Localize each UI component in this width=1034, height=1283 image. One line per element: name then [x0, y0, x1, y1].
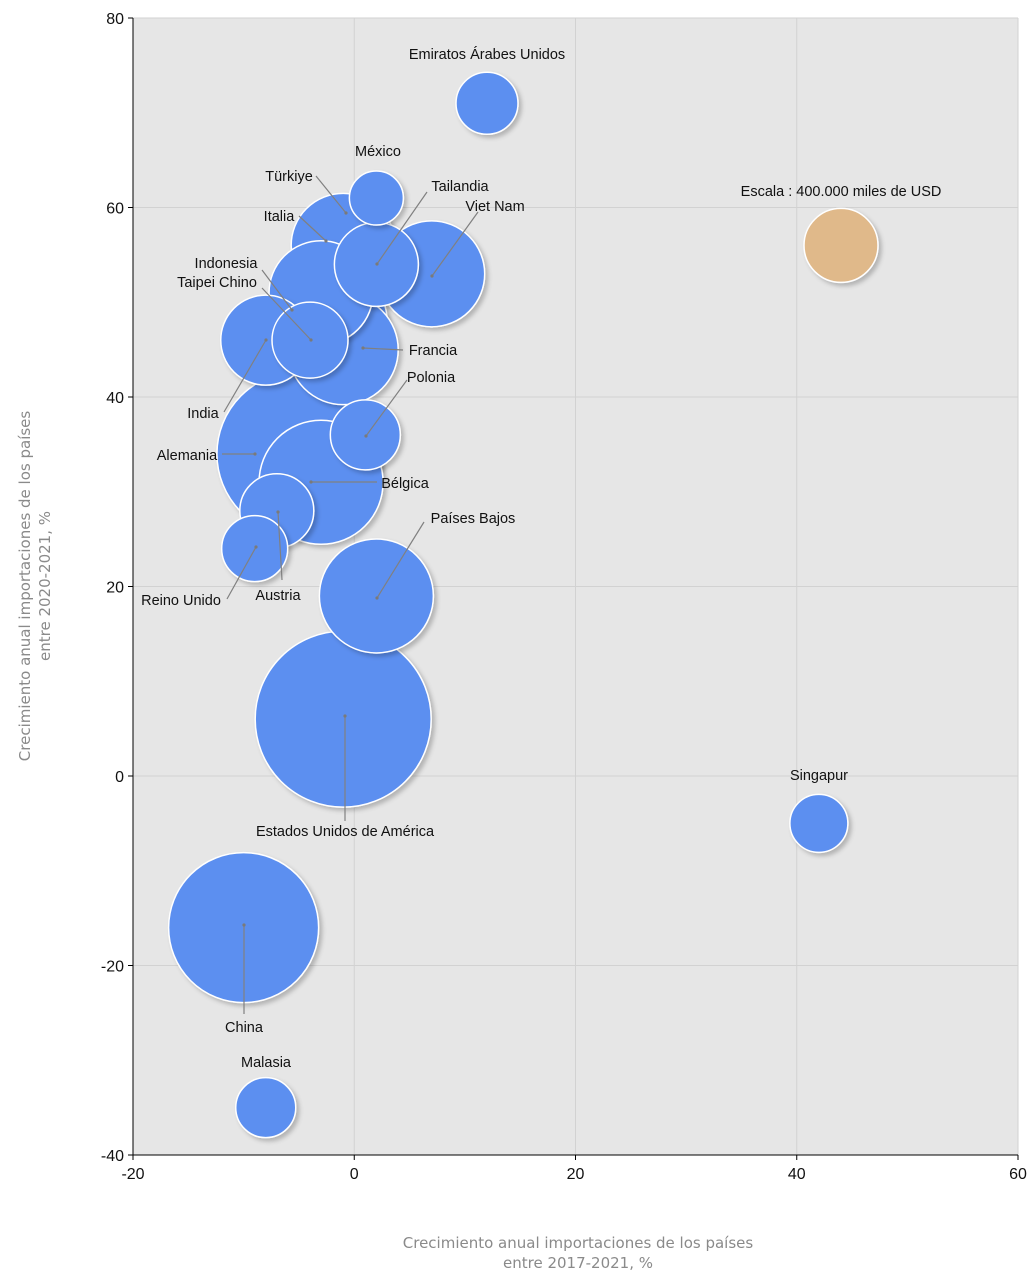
leader-anchor-dot [361, 346, 365, 350]
label-leader [362, 347, 404, 351]
bubble-label: Emiratos Árabes Unidos [409, 46, 565, 63]
y-tick-label: 40 [106, 390, 124, 407]
leader-anchor-dot [364, 434, 368, 438]
x-tick-label: 20 [567, 1166, 585, 1183]
bubble-label: Reino Unido [141, 593, 221, 609]
bubble-label: Türkiye [265, 169, 313, 185]
leader-anchor-dot [264, 338, 268, 342]
bubble-estados-unidos-de-am-rica[interactable] [254, 630, 432, 808]
label-leader [277, 511, 283, 581]
bubble-m-xico[interactable] [348, 170, 405, 226]
label-leader [226, 546, 257, 600]
y-tick-label: 60 [106, 201, 124, 218]
bubble-label: Bélgica [381, 476, 429, 492]
y-tick-label: -40 [101, 1148, 124, 1165]
x-tick-label: -20 [121, 1166, 144, 1183]
leader-anchor-dot [375, 596, 379, 600]
label-leader [431, 211, 479, 277]
label-leaders [222, 175, 479, 1014]
y-axis-title-line-1: Crecimiento anual importaciones de los p… [16, 411, 34, 762]
scale-bubble [803, 207, 879, 284]
leader-anchor-dot [324, 239, 328, 243]
bubble-singapur[interactable] [789, 793, 849, 854]
leader-anchor-dot [254, 545, 258, 549]
y-tick-label: 80 [106, 11, 124, 28]
label-leader [261, 287, 312, 341]
leader-anchor-dot [344, 211, 348, 215]
bubble-label: Viet Nam [465, 199, 524, 215]
bubble-label: Austria [255, 588, 301, 604]
bubble-label: Indonesia [195, 256, 259, 272]
label-leader [376, 191, 428, 265]
leader-anchor-dot [430, 274, 434, 278]
x-tick-label: 60 [1009, 1166, 1027, 1183]
bubble-label: Tailandia [431, 179, 489, 195]
bubble-pa-ses-bajos[interactable] [318, 538, 435, 654]
bubble-label: Singapur [790, 768, 848, 784]
bubble-label: México [355, 144, 401, 160]
bubble-label: Polonia [407, 370, 456, 386]
bubble-label: Malasia [241, 1055, 292, 1071]
leader-anchor-dot [309, 480, 313, 484]
bubble-label: India [187, 406, 219, 422]
bubble-label: Alemania [157, 448, 218, 464]
label-leader [376, 521, 425, 599]
bubble-label: China [225, 1020, 264, 1036]
label-leader [298, 215, 327, 242]
bubble-label: Francia [409, 343, 458, 359]
scale-label: Escala : 400.000 miles de USD [741, 184, 942, 200]
bubble-label: Taipei Chino [177, 275, 257, 291]
y-axis-title-line-2: entre 2020-2021, % [36, 511, 54, 661]
leader-anchor-dot [242, 923, 246, 927]
leader-anchor-dot [309, 338, 313, 342]
label-leader [365, 379, 408, 437]
bubble-labels: Emiratos Árabes Unidos México Türkiye Itali… [141, 46, 941, 1071]
leader-anchor-dot [253, 452, 257, 456]
y-tick-label: 20 [106, 580, 124, 597]
label-leader [223, 339, 267, 413]
bubble-label: Países Bajos [431, 511, 516, 527]
x-axis-title-line-2: entre 2017-2021, % [503, 1254, 653, 1272]
bubble-malasia[interactable] [235, 1076, 297, 1139]
x-tick-label: 40 [788, 1166, 806, 1183]
leader-anchor-dot [276, 510, 280, 514]
bubble-label: Estados Unidos de América [256, 824, 435, 840]
bubble-emiratos-rabes-unidos[interactable] [455, 71, 519, 136]
leader-anchor-dot [290, 308, 294, 312]
bubble-label: Italia [264, 209, 296, 225]
leader-anchor-dot [343, 714, 347, 718]
y-tick-label: -20 [101, 959, 124, 976]
y-tick-label: 0 [115, 769, 124, 786]
label-leader [315, 175, 347, 214]
x-tick-label: 0 [350, 1166, 359, 1183]
x-axis-title-line-1: Crecimiento anual importaciones de los p… [403, 1234, 754, 1252]
leader-anchor-dot [375, 262, 379, 266]
label-leader [261, 269, 293, 311]
